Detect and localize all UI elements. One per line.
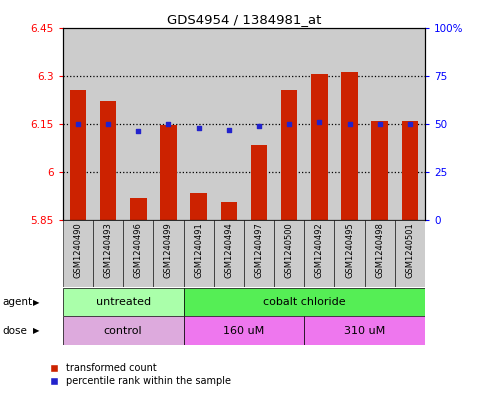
Point [255,123,263,129]
Bar [154,28,184,220]
Text: GSM1240497: GSM1240497 [255,222,264,278]
FancyBboxPatch shape [93,220,123,287]
FancyBboxPatch shape [274,220,304,287]
Bar [402,121,418,220]
Point [406,121,414,127]
Text: untreated: untreated [96,297,151,307]
Bar [160,125,177,220]
Text: GSM1240493: GSM1240493 [103,222,113,278]
Text: ▶: ▶ [33,326,40,335]
Bar [190,193,207,220]
Text: ▶: ▶ [33,298,40,307]
Bar [371,121,388,220]
FancyBboxPatch shape [63,316,184,345]
Bar [100,101,116,220]
FancyBboxPatch shape [154,220,184,287]
Bar [304,28,334,220]
FancyBboxPatch shape [395,220,425,287]
Point [104,121,112,127]
Bar [334,28,365,220]
Bar [184,28,213,220]
Bar [274,28,304,220]
Text: dose: dose [2,325,28,336]
FancyBboxPatch shape [63,220,93,287]
Bar [221,202,237,220]
Title: GDS4954 / 1384981_at: GDS4954 / 1384981_at [167,13,321,26]
Point [376,121,384,127]
Point [195,125,202,131]
Point [165,121,172,127]
Point [134,129,142,135]
Text: agent: agent [2,297,32,307]
Legend: transformed count, percentile rank within the sample: transformed count, percentile rank withi… [48,361,233,388]
FancyBboxPatch shape [123,220,154,287]
Bar [341,72,358,220]
Text: GSM1240495: GSM1240495 [345,222,354,278]
Bar [130,198,146,220]
Bar [395,28,425,220]
Point [346,121,354,127]
Bar [63,28,93,220]
Text: GSM1240492: GSM1240492 [315,222,324,278]
FancyBboxPatch shape [184,220,213,287]
FancyBboxPatch shape [365,220,395,287]
Text: GSM1240500: GSM1240500 [284,222,294,278]
Bar [281,90,298,220]
Bar [213,28,244,220]
Bar [123,28,154,220]
Text: GSM1240499: GSM1240499 [164,222,173,278]
Point [285,121,293,127]
FancyBboxPatch shape [213,220,244,287]
Text: control: control [104,325,142,336]
Bar [244,28,274,220]
Point [74,121,82,127]
FancyBboxPatch shape [304,316,425,345]
Bar [251,145,267,220]
Point [315,119,323,125]
FancyBboxPatch shape [304,220,334,287]
Text: GSM1240490: GSM1240490 [73,222,83,278]
Text: GSM1240494: GSM1240494 [224,222,233,278]
Text: 160 uM: 160 uM [223,325,265,336]
Bar [365,28,395,220]
FancyBboxPatch shape [334,220,365,287]
Text: 310 uM: 310 uM [344,325,385,336]
FancyBboxPatch shape [184,316,304,345]
Bar [70,90,86,220]
FancyBboxPatch shape [63,288,184,316]
Text: GSM1240498: GSM1240498 [375,222,384,278]
Bar [311,74,327,220]
FancyBboxPatch shape [244,220,274,287]
Text: GSM1240491: GSM1240491 [194,222,203,278]
Bar [93,28,123,220]
Text: cobalt chloride: cobalt chloride [263,297,346,307]
Point [225,127,233,133]
Text: GSM1240496: GSM1240496 [134,222,143,278]
FancyBboxPatch shape [184,288,425,316]
Text: GSM1240501: GSM1240501 [405,222,414,278]
